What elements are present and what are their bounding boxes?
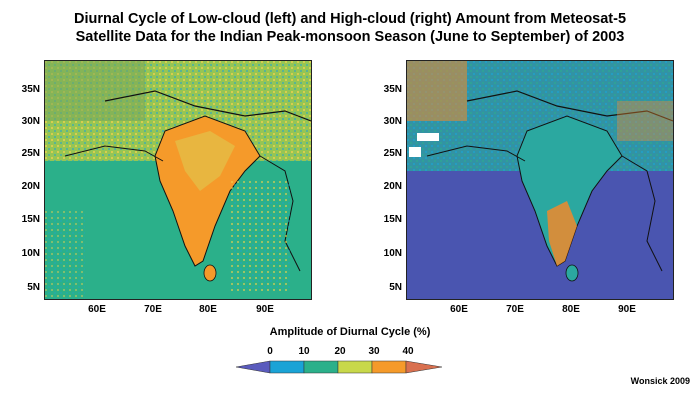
lon-tick-right: 90E — [618, 304, 636, 315]
lat-tick-left: 35N — [21, 84, 40, 95]
hotspot-northwest — [407, 61, 467, 121]
colorbar-segment — [303, 360, 339, 374]
lat-tick-right: 30N — [383, 116, 402, 127]
colorbar-segment — [236, 360, 271, 374]
lat-tick-right: 10N — [383, 248, 402, 259]
lat-tick-right: 20N — [383, 181, 402, 192]
lon-tick-right: 80E — [562, 304, 580, 315]
lat-tick-right: 35N — [383, 84, 402, 95]
lat-tick-left: 20N — [21, 181, 40, 192]
lat-tick-right: 15N — [383, 214, 402, 225]
colorbar-tick: 40 — [402, 346, 414, 357]
lat-tick-left: 10N — [21, 248, 40, 259]
low-cloud-map-panel — [44, 60, 312, 300]
colorbar-segment — [337, 360, 373, 374]
colorbar-tick: 20 — [334, 346, 346, 357]
colorbar-segment — [269, 360, 305, 374]
colorbar-tick: 10 — [298, 346, 310, 357]
high-cloud-map-panel — [406, 60, 674, 300]
credit-text: Wonsick 2009 — [630, 376, 690, 386]
lat-tick-left: 5N — [27, 282, 40, 293]
colorbar-tick: 30 — [368, 346, 380, 357]
lon-tick-left: 80E — [199, 304, 217, 315]
colorbar-tick: 0 — [267, 346, 273, 357]
lat-tick-left: 25N — [21, 148, 40, 159]
lat-tick-right: 5N — [389, 282, 402, 293]
lat-tick-right: 25N — [383, 148, 402, 159]
lat-tick-left: 15N — [21, 214, 40, 225]
lon-tick-right: 60E — [450, 304, 468, 315]
lat-tick-left: 30N — [21, 116, 40, 127]
lon-tick-left: 70E — [144, 304, 162, 315]
lon-tick-right: 70E — [506, 304, 524, 315]
figure-title-line-2: Satellite Data for the Indian Peak-monso… — [75, 29, 625, 45]
colorbar-title: Amplitude of Diurnal Cycle (%) — [269, 326, 431, 338]
colorbar — [236, 360, 442, 374]
lon-tick-left: 60E — [88, 304, 106, 315]
colorbar-segment — [405, 360, 442, 374]
figure-title-line-1: Diurnal Cycle of Low-cloud (left) and Hi… — [73, 11, 627, 27]
lon-tick-left: 90E — [256, 304, 274, 315]
colorbar-segment — [371, 360, 407, 374]
